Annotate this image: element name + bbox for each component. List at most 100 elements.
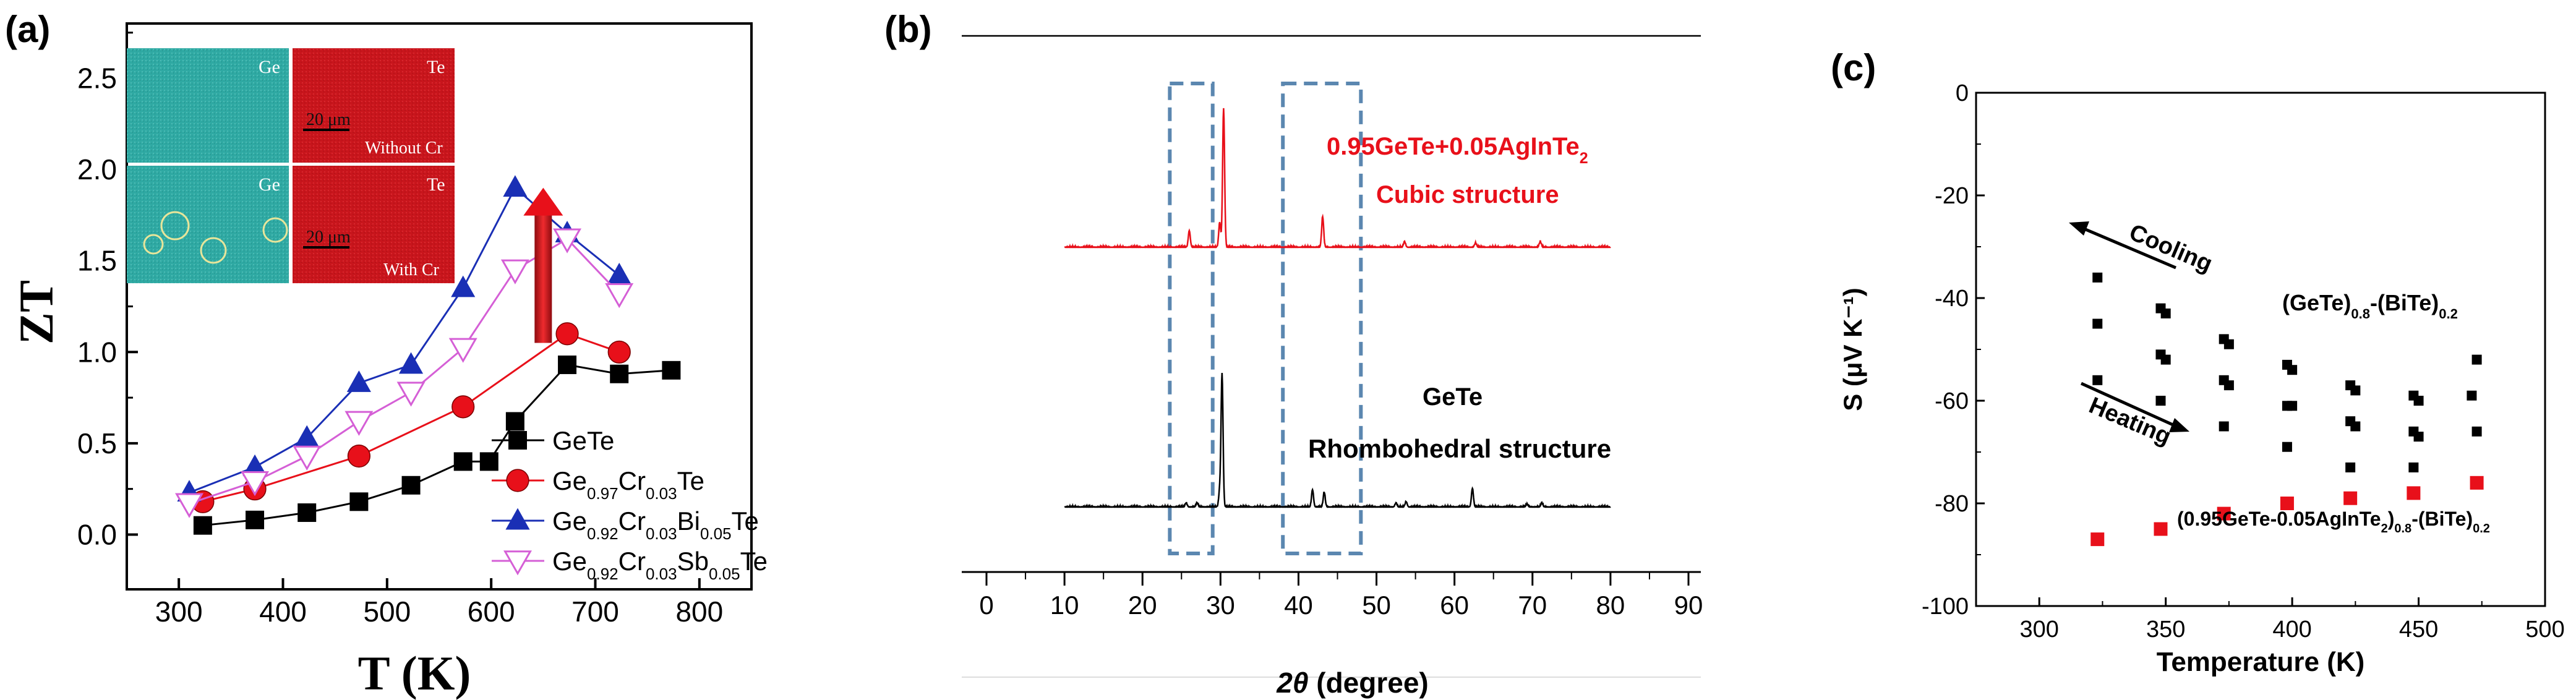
data-point [2350,421,2361,432]
data-point [555,322,579,346]
data-point [2160,308,2171,318]
data-point [294,425,319,447]
panel-b-dashed-boxes [1168,82,1363,555]
x-tick-label: 600 [468,595,515,628]
legend-label: GeTe [552,426,614,455]
data-point [193,516,212,535]
x-tick-label: 40 [1284,591,1313,620]
data-point [2282,442,2292,452]
data-point [2223,339,2234,349]
y-tick-label: -60 [1935,388,1969,414]
x-tick-label: 500 [2525,617,2564,642]
data-point [2345,462,2356,472]
y-tick-label: -100 [1922,594,1969,620]
data-point [401,476,421,495]
legend-marker [508,431,527,450]
x-tick-label: 80 [1596,591,1625,620]
data-point [2287,365,2298,375]
y-tick-label: 0.0 [77,518,117,550]
data-point [246,510,265,529]
data-point [399,352,424,374]
data-point [241,471,270,497]
eds-map-inset: Ge Te 20 μm Without Cr Ge Te 20 μm With … [127,48,455,283]
data-point [2092,375,2103,385]
cooling-annotation: Cooling [2069,220,2216,278]
eds-label-te-top: Te [427,57,445,77]
data-point [610,364,629,383]
y-tick-label: 0.5 [77,427,117,459]
eds-label-te-bottom: Te [427,174,445,195]
data-point [479,452,499,471]
heating-annotation: Heating [2080,382,2189,450]
data-point [396,382,426,407]
data-point [607,262,631,284]
caption-with-cr: With Cr [383,260,440,280]
data-point [505,412,524,431]
data-point [2471,354,2482,365]
series-label-agin: 0.95GeTe+0.05AgInTe2 [1327,133,1588,167]
y-tick-label: -40 [1935,286,1969,312]
x-tick-label: 350 [2146,617,2185,642]
data-point [2287,401,2298,411]
data-point [175,493,203,518]
arrow-shaft [534,206,552,343]
x-tick-label: 800 [675,595,723,628]
data-point [2160,354,2171,365]
series-1 [2090,476,2484,547]
panel-a-ylabel: ZT [9,280,63,344]
data-point [553,228,582,254]
scale-label-top: 20 μm [306,110,351,129]
y-tick-label: -80 [1935,491,1969,517]
precipitate-circle [200,237,227,264]
xrd-pattern [1064,108,1611,249]
data-point [662,361,681,380]
data-point [2407,486,2421,500]
data-point [2090,532,2105,547]
data-point [2350,385,2361,396]
series-label-gete-bite: (GeTe)0.8-(BiTe)0.2 [2282,290,2458,322]
panel-c: (c) 300 350 400 450 500 0 -20 -40 -60 -80 -100 Coo… [1831,47,2565,677]
data-point [347,444,370,468]
panel-c-ticks: 300 350 400 450 500 0 -20 -40 -60 -80 -100 [1922,80,2565,642]
data-point [242,454,267,476]
data-point [500,259,529,284]
precipitate-circle [262,217,288,243]
precipitate-circle [160,211,190,241]
data-point [605,283,634,309]
x-tick-label: 20 [1128,591,1157,620]
data-point [2092,318,2103,329]
data-point [293,445,322,471]
x-tick-label: 90 [1674,591,1703,620]
x-tick-label: 500 [363,595,411,628]
x-tick-label: 400 [2272,617,2311,642]
eds-label-ge-bottom: Ge [259,174,280,195]
legend-marker [503,550,532,576]
data-point [2217,506,2231,521]
legend-marker [505,508,530,530]
scale-label-bottom: 20 μm [306,228,351,247]
panel-c-xlabel: Temperature (K) [2157,647,2365,677]
data-point [349,492,369,511]
eds-map-ge-with-cr [127,166,289,283]
data-point [2408,462,2419,472]
data-point [346,370,371,392]
y-tick-label: 0 [1956,80,1969,106]
legend-label: Ge0.92Cr0.03Bi0.05Te [552,506,759,543]
y-tick-label: 2.5 [77,62,117,95]
series-label-cubic: Cubic structure [1376,181,1559,208]
legend-label: Ge0.92Cr0.03Sb0.05Te [552,547,768,583]
panel-b: (b) 0 10 20 30 40 50 60 70 80 90 0.95GeTe+0.05AgI… [884,9,1703,699]
legend-marker [506,469,529,492]
legend-label: Ge0.97Cr0.03Te [552,466,704,503]
x-tick-label: 50 [1362,591,1391,620]
data-point [2470,476,2484,490]
panel-a-label: (a) [5,9,50,50]
panel-b-axis: 0 10 20 30 40 50 60 70 80 90 [962,35,1703,678]
data-point [2092,272,2103,283]
cooling-arrowhead [2069,221,2089,236]
y-tick-label: -20 [1935,183,1969,209]
series-label-aginte-bite: (0.95GeTe-0.05AgInTe2)0.8-(BiTe)0.2 [2177,508,2490,536]
panel-c-ylabel: S (μV K⁻¹) [1838,288,1867,411]
